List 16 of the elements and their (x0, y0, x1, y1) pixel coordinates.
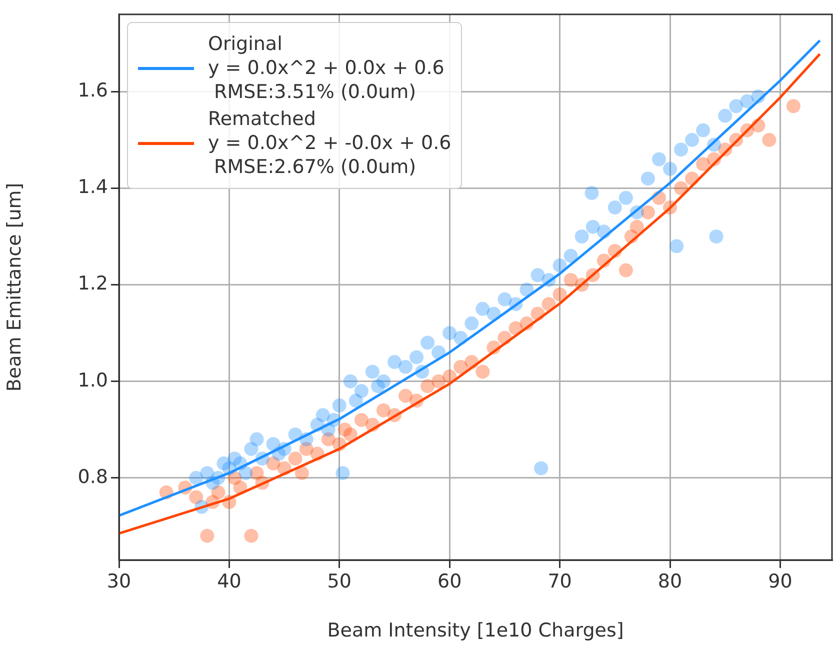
x-tick-label: 70 (548, 570, 572, 592)
x-tick-label: 80 (658, 570, 682, 592)
legend-label: Original y = 0.0x^2 + 0.0x + 0.6 RMSE:3.51% (0.0um) (208, 32, 444, 104)
y-tick-label: 1.2 (78, 272, 108, 295)
x-tick-label: 40 (217, 570, 242, 592)
y-tick-label: 1.4 (78, 176, 108, 198)
x-tick-label: 60 (438, 570, 462, 592)
y-tick-label: 1.0 (78, 369, 108, 392)
y-tick-label: 0.8 (78, 466, 108, 488)
x-axis-title: Beam Intensity [1e10 Charges] (327, 620, 624, 642)
y-axis-title: Beam Emittance [um] (3, 182, 26, 392)
y-tick-label: 1.6 (78, 80, 108, 102)
x-tick-label: 50 (327, 570, 352, 592)
x-tick-label: 30 (106, 570, 132, 592)
x-tick-label: 90 (768, 570, 792, 592)
legend-label: Rematched y = 0.0x^2 + -0.0x + 0.6 RMSE:2.67% (0.0um) (208, 107, 452, 180)
